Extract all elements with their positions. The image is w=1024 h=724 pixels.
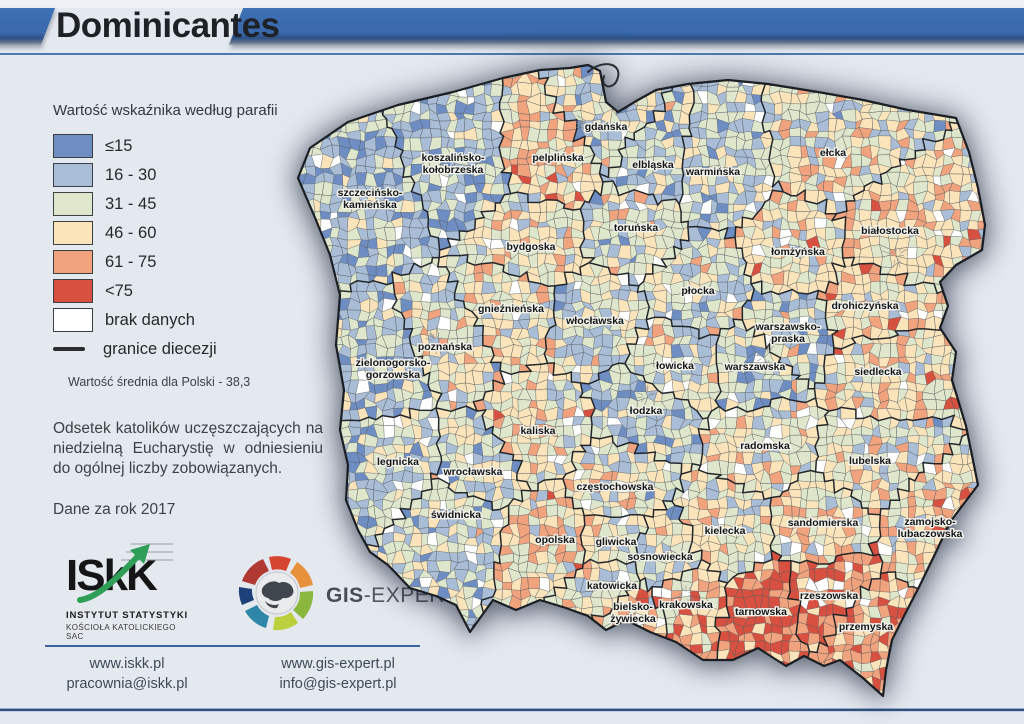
iskk-contact-block: www.iskk.pl pracownia@iskk.pl	[42, 655, 212, 694]
legend-swatch-46-60	[53, 221, 93, 245]
legend-row: ≤15	[53, 134, 331, 158]
iskk-wordmark-block: ISkK	[66, 543, 186, 604]
diocese-label: warmińska	[685, 166, 740, 178]
diocese-label: sandomierska	[788, 517, 859, 529]
footer-divider	[45, 645, 420, 647]
legend-label: 46 - 60	[105, 223, 157, 242]
iskk-growth-arrow-icon	[77, 543, 173, 603]
legend-label: 16 - 30	[105, 165, 157, 184]
diocese-label: szczecińsko-kamieńska	[338, 187, 403, 211]
header-top-strip	[0, 0, 1024, 8]
diocese-border-line-sample	[53, 347, 85, 351]
legend-row: 61 - 75	[53, 250, 331, 274]
diocese-label: tarnowska	[735, 606, 787, 618]
diocese-label: wrocławska	[443, 466, 503, 478]
legend-swatch-61-75	[53, 250, 93, 274]
poland-outline	[296, 63, 987, 698]
diocese-label: koszalińsko-kołobrzeska	[421, 152, 485, 176]
diocese-label: gliwicka	[596, 536, 637, 548]
banner-right-shape	[228, 8, 1024, 45]
diocese-label: bielsko-żywiecka	[610, 601, 656, 625]
diocese-label: pelplińska	[532, 152, 584, 164]
diocese-label: legnicka	[377, 456, 419, 468]
diocese-label: łowicka	[656, 360, 694, 372]
legend-row-diocese-borders: granice diecezji	[53, 337, 331, 361]
diocese-label: łodzka	[630, 405, 663, 417]
legend-swatch-no-data	[53, 308, 93, 332]
diocese-label: poznańska	[418, 341, 472, 353]
diocese-label: rzeszowska	[800, 590, 859, 602]
average-note: Wartość średnia dla Polski - 38,3	[68, 375, 251, 389]
gis-website-link[interactable]: www.gis-expert.pl	[281, 656, 395, 672]
diocese-label: warszawsko-praska	[755, 321, 821, 345]
diocese-label: siedlecka	[854, 366, 901, 378]
poland-map-svg: szczecińsko-kamieńska koszalińsko-kołobrz…	[296, 63, 987, 698]
iskk-logo: ISkK INSTYTUT STATYSTYKI KOŚCIOŁA KATOLI…	[66, 543, 196, 641]
diocese-label: elbląska	[632, 159, 674, 171]
diocese-label: płocka	[681, 285, 714, 297]
iskk-email-link[interactable]: pracownia@iskk.pl	[66, 675, 188, 692]
legend-panel: Wartość wskaźnika według parafii ≤15 16 …	[53, 102, 331, 519]
gis-contact-block: www.gis-expert.pl info@gis-expert.pl	[248, 655, 428, 694]
city-clusters	[425, 115, 908, 609]
legend-title: Wartość wskaźnika według parafii	[53, 102, 278, 119]
diocese-label: świdnicka	[431, 509, 481, 521]
iskk-caption-line1: INSTYTUT STATYSTYKI	[66, 610, 188, 621]
poland-parish-map: szczecińsko-kamieńska koszalińsko-kołobrz…	[288, 60, 1022, 710]
legend-label: granice diecezji	[103, 339, 217, 358]
legend-row: brak danych	[53, 308, 331, 332]
diocese-label: lubelska	[849, 455, 891, 467]
diocese-label: gdańska	[585, 121, 628, 133]
legend-row: 46 - 60	[53, 221, 331, 245]
diocese-labels: szczecińsko-kamieńska koszalińsko-kołobrz…	[336, 120, 964, 635]
diocese-label: białostocka	[861, 225, 919, 237]
data-year-note: Dane za rok 2017	[53, 501, 176, 519]
legend-label: ≤15	[105, 136, 133, 155]
diocese-label: warszawska	[724, 361, 786, 373]
diocese-label: opolska	[535, 534, 575, 546]
banner-underline	[0, 53, 1024, 55]
iskk-website-link[interactable]: www.iskk.pl	[89, 656, 165, 672]
legend-row: 16 - 30	[53, 163, 331, 187]
page-title: Dominicantes	[56, 6, 280, 45]
legend-row: 31 - 45	[53, 192, 331, 216]
hel-peninsula-curl	[587, 63, 620, 88]
legend-label: 31 - 45	[105, 194, 157, 213]
diocese-label: częstochowska	[576, 481, 653, 493]
gis-expert-wordmark-bold: GIS	[326, 584, 364, 607]
diocese-label: drohiczyńska	[831, 300, 898, 312]
diocese-label: katowicka	[587, 580, 637, 592]
header-banner: Dominicantes	[0, 0, 1024, 58]
legend-row: <75	[53, 279, 331, 303]
banner-left-shape	[0, 8, 56, 45]
gis-expert-logo-icon	[238, 556, 314, 631]
diocese-label: przemyska	[839, 621, 893, 633]
diocese-label: radomska	[740, 440, 790, 452]
indicator-description: Odsetek katolików uczęszczających na nie…	[53, 420, 323, 478]
parish-mosaic	[298, 65, 985, 696]
diocese-label: gnieźnieńska	[478, 303, 544, 315]
diocese-label: toruńska	[614, 222, 659, 234]
diocese-label: bydgoska	[506, 241, 555, 253]
legend-swatch-gt75	[53, 279, 93, 303]
diocese-label: krakowska	[659, 599, 713, 611]
legend-swatch-31-45	[53, 192, 93, 216]
diocese-label: zielonogorsko-gorzowska	[356, 357, 431, 381]
diocese-label: włocławska	[565, 315, 624, 327]
legend-label: <75	[105, 281, 133, 300]
legend-swatch-16-30	[53, 163, 93, 187]
legend-swatch-le15	[53, 134, 93, 158]
diocese-label: ełcka	[820, 147, 846, 159]
gis-email-link[interactable]: info@gis-expert.pl	[279, 675, 397, 692]
iskk-caption-line2: KOŚCIOŁA KATOLICKIEGO SAC	[66, 623, 176, 641]
diocese-label: łomżyńska	[771, 246, 825, 258]
diocese-label: zamojsko-lubaczowska	[898, 516, 963, 540]
bottom-rule	[0, 708, 1024, 712]
diocese-label: kielecka	[705, 525, 746, 537]
diocese-label: kaliska	[520, 425, 555, 437]
diocese-label: sosnowiecka	[627, 551, 693, 563]
legend-label: brak danych	[105, 310, 195, 329]
legend-label: 61 - 75	[105, 252, 157, 271]
